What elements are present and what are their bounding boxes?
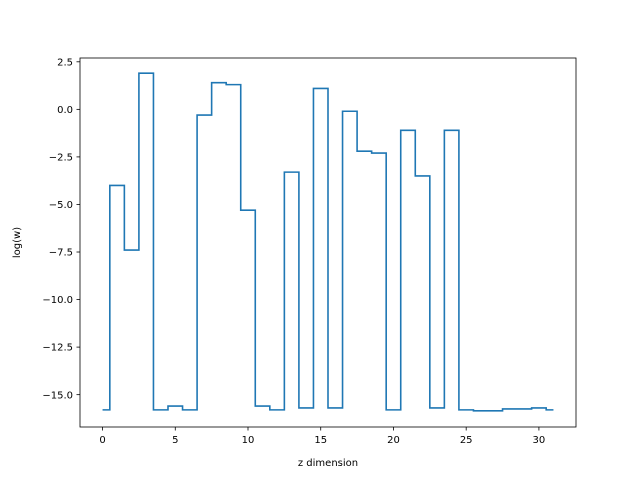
y-tick-label: −2.5 [49,153,73,164]
x-tick-label: 20 [387,435,400,446]
plot-layer [102,72,554,412]
y-tick-label: 0.0 [57,105,73,116]
x-tick-label: 5 [172,435,178,446]
x-tick-label: 0 [99,435,105,446]
x-tick-label: 25 [460,435,473,446]
y-tick-label: −15.0 [42,390,73,401]
x-tick-label: 15 [314,435,327,446]
y-axis-label: log(w) [12,227,23,258]
axes-frame [79,57,577,428]
y-tick-label: −7.5 [49,248,73,259]
y-tick-label: −10.0 [42,295,73,306]
x-axis-label: z dimension [298,458,358,469]
y-tick-label: 2.5 [57,57,73,68]
y-tick-label: −12.5 [42,343,73,354]
x-tick-label: 30 [533,435,546,446]
y-tick-label: −5.0 [49,200,73,211]
x-tick-label: 10 [242,435,255,446]
ticks-layer: 0 5 10 15 20 25 30 2.5 0.0 −2.5 −5.0 −7.5 −10.0 −12.5… [42,57,545,446]
series-line-0 [102,72,554,412]
